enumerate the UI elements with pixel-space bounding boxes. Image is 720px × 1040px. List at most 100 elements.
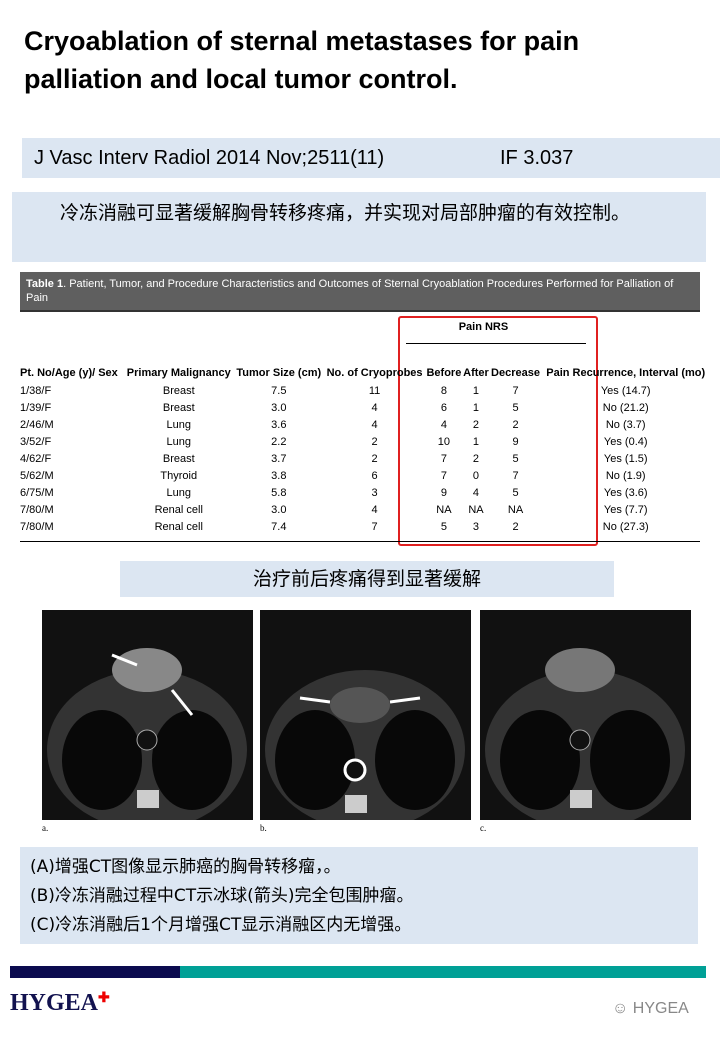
table-cell: Yes (0.4): [603, 435, 648, 448]
column-header: Primary Malignancy: [126, 367, 231, 379]
table-row: 3/52/F Lung 2.2 2 10 1 9 Yes (0.4): [20, 433, 710, 450]
table-cell: Breast: [162, 401, 195, 414]
table-cell: 9: [512, 435, 519, 448]
table-cell: Lung: [166, 435, 191, 448]
note-c: (C)冷冻消融后1个月增强CT显示消融区内无增强。: [30, 915, 412, 935]
table-cell: 4: [371, 401, 378, 414]
column-header: Before: [426, 367, 462, 379]
table-cell: 7/80/M: [20, 503, 54, 516]
table-row: 7/80/M Renal cell 3.0 4 NA NA NA Yes (7.7): [20, 501, 710, 518]
slide-title: Cryoablation of sternal metastases for p…: [24, 26, 580, 94]
data-table: Pain NRS Pt. No/Age (y)/ Sex Primary Mali…: [20, 316, 710, 535]
table-number: Table 1: [26, 278, 64, 290]
table-cell: No (27.3): [602, 520, 649, 533]
table-cell: 3/52/F: [20, 435, 52, 448]
table-row: 1/38/F Breast 7.5 11 8 1 7 Yes (14.7): [20, 382, 710, 399]
table-cell: 2: [472, 452, 480, 465]
table-cell: 7/80/M: [20, 520, 54, 533]
table-cell: 5: [512, 452, 519, 465]
ct-image-b: [260, 610, 471, 820]
table-cell: 2: [371, 452, 378, 465]
table-cell: NA: [436, 503, 452, 516]
column-header: Pain Recurrence, Interval (mo): [546, 367, 706, 379]
column-header: After: [463, 367, 489, 379]
table-cell: 4/62/F: [20, 452, 52, 465]
table-cell: 11: [368, 384, 381, 397]
table-cell: 1: [472, 384, 480, 397]
footer-bar-teal: [180, 966, 706, 978]
table-cell: Renal cell: [154, 503, 203, 516]
table-cell: No (21.2): [602, 401, 649, 414]
table-cell: Lung: [166, 486, 191, 499]
table-cell: 7.4: [271, 520, 287, 533]
table-cell: 7: [440, 452, 447, 465]
table-cell: Yes (14.7): [600, 384, 651, 397]
table-cell: 3: [371, 486, 378, 499]
table-cell: NA: [468, 503, 484, 516]
column-header: No. of Cryoprobes: [326, 367, 423, 379]
image-label-b: b.: [260, 823, 267, 833]
table-cell: 7: [512, 384, 519, 397]
table-cell: 2.2: [271, 435, 287, 448]
citation: J Vasc Interv Radiol 2014 Nov;2511(11): [34, 147, 385, 169]
table-cell: Yes (1.5): [603, 452, 648, 465]
ct-image-a: [42, 610, 253, 820]
table-cell: 1: [472, 435, 480, 448]
table-row: 4/62/F Breast 3.7 2 7 2 5 Yes (1.5): [20, 450, 710, 467]
table-cell: 1/38/F: [20, 384, 52, 397]
note-a: (A)增强CT图像显示肺癌的胸骨转移瘤，。: [30, 857, 341, 877]
table-cell: No (3.7): [605, 418, 646, 431]
table-cell: 5: [440, 520, 447, 533]
table-cell: 3.0: [271, 401, 287, 414]
image-label-c: c.: [480, 823, 487, 833]
summary-text: 冷冻消融可显著缓解胸骨转移疼痛，并实现对局部肿瘤的有效控制。: [12, 192, 706, 262]
table-cell: 7: [512, 469, 519, 482]
table-cell: 7: [440, 469, 447, 482]
table-cell: 1: [472, 401, 480, 414]
table-cell: 1/39/F: [20, 401, 52, 414]
table-cell: 4: [371, 418, 378, 431]
table-cell: 5: [512, 486, 519, 499]
table-cell: 3.6: [271, 418, 287, 431]
table-bottom-rule: [20, 541, 700, 542]
table-cell: Yes (7.7): [603, 503, 648, 516]
table-cell: 5/62/M: [20, 469, 54, 482]
table-cell: 2: [371, 435, 378, 448]
table-cell: 3.0: [271, 503, 287, 516]
table-cell: 10: [437, 435, 451, 448]
citation-bar: J Vasc Interv Radiol 2014 Nov;2511(11) I…: [22, 138, 720, 178]
table-caption: Table 1. Patient, Tumor, and Procedure C…: [20, 272, 700, 312]
table-cell: 6/75/M: [20, 486, 54, 499]
ct-image-c: [480, 610, 691, 820]
image-label-a: a.: [42, 823, 49, 833]
table-cell: 4: [472, 486, 480, 499]
note-b: (B)冷冻消融过程中CT示冰球(箭头)完全包围肿瘤。: [30, 886, 414, 906]
table-row: 1/39/F Breast 3.0 4 6 1 5 No (21.2): [20, 399, 710, 416]
watermark-text: HYGEA: [632, 1000, 689, 1017]
table-cell: 2: [512, 418, 519, 431]
table-cell: 7.5: [271, 384, 287, 397]
watermark: ☺ HYGEA: [612, 1000, 689, 1018]
column-header: Decrease: [491, 367, 540, 379]
column-header: Tumor Size (cm): [236, 367, 322, 379]
footer-bar-navy: [10, 966, 180, 978]
table-cell: Yes (3.6): [603, 486, 648, 499]
logo-text: HYGEA: [10, 990, 99, 1016]
table-cell: 3.7: [271, 452, 287, 465]
table-cell: 2: [512, 520, 519, 533]
hygea-logo: HYGEA✚: [10, 990, 110, 1017]
table-cell: 8: [440, 384, 447, 397]
table-cell: Thyroid: [160, 469, 198, 482]
table-cell: 4: [440, 418, 447, 431]
table-cell: No (1.9): [605, 469, 646, 482]
table-cell: 2/46/M: [20, 418, 54, 431]
table-cell: Breast: [162, 452, 195, 465]
table-cell: NA: [507, 503, 524, 516]
impact-factor: IF 3.037: [500, 147, 574, 169]
table-caption-text: . Patient, Tumor, and Procedure Characte…: [26, 278, 674, 304]
table-cell: 7: [371, 520, 378, 533]
table-cell: 5: [512, 401, 519, 414]
table-row: 2/46/M Lung 3.6 4 4 2 2 No (3.7): [20, 416, 710, 433]
table-row: 7/80/M Renal cell 7.4 7 5 3 2 No (27.3): [20, 518, 710, 535]
